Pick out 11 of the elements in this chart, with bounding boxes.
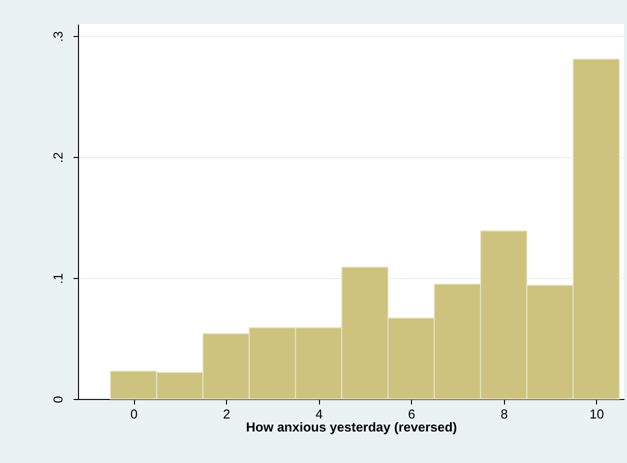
y-tick-label: 0	[50, 396, 66, 404]
x-tick-label: 10	[590, 406, 604, 422]
y-tick-label: .1	[50, 273, 66, 284]
x-tick-label: 4	[315, 406, 323, 422]
y-tick-label: .2	[50, 152, 66, 163]
x-axis-title: How anxious yesterday (reversed)	[246, 420, 457, 434]
x-tick-label: 0	[130, 406, 138, 422]
y-tick-label: .3	[50, 31, 66, 42]
x-tick-label: 8	[500, 406, 508, 422]
x-tick-label: 6	[408, 406, 416, 422]
x-tick-label: 2	[222, 406, 230, 422]
